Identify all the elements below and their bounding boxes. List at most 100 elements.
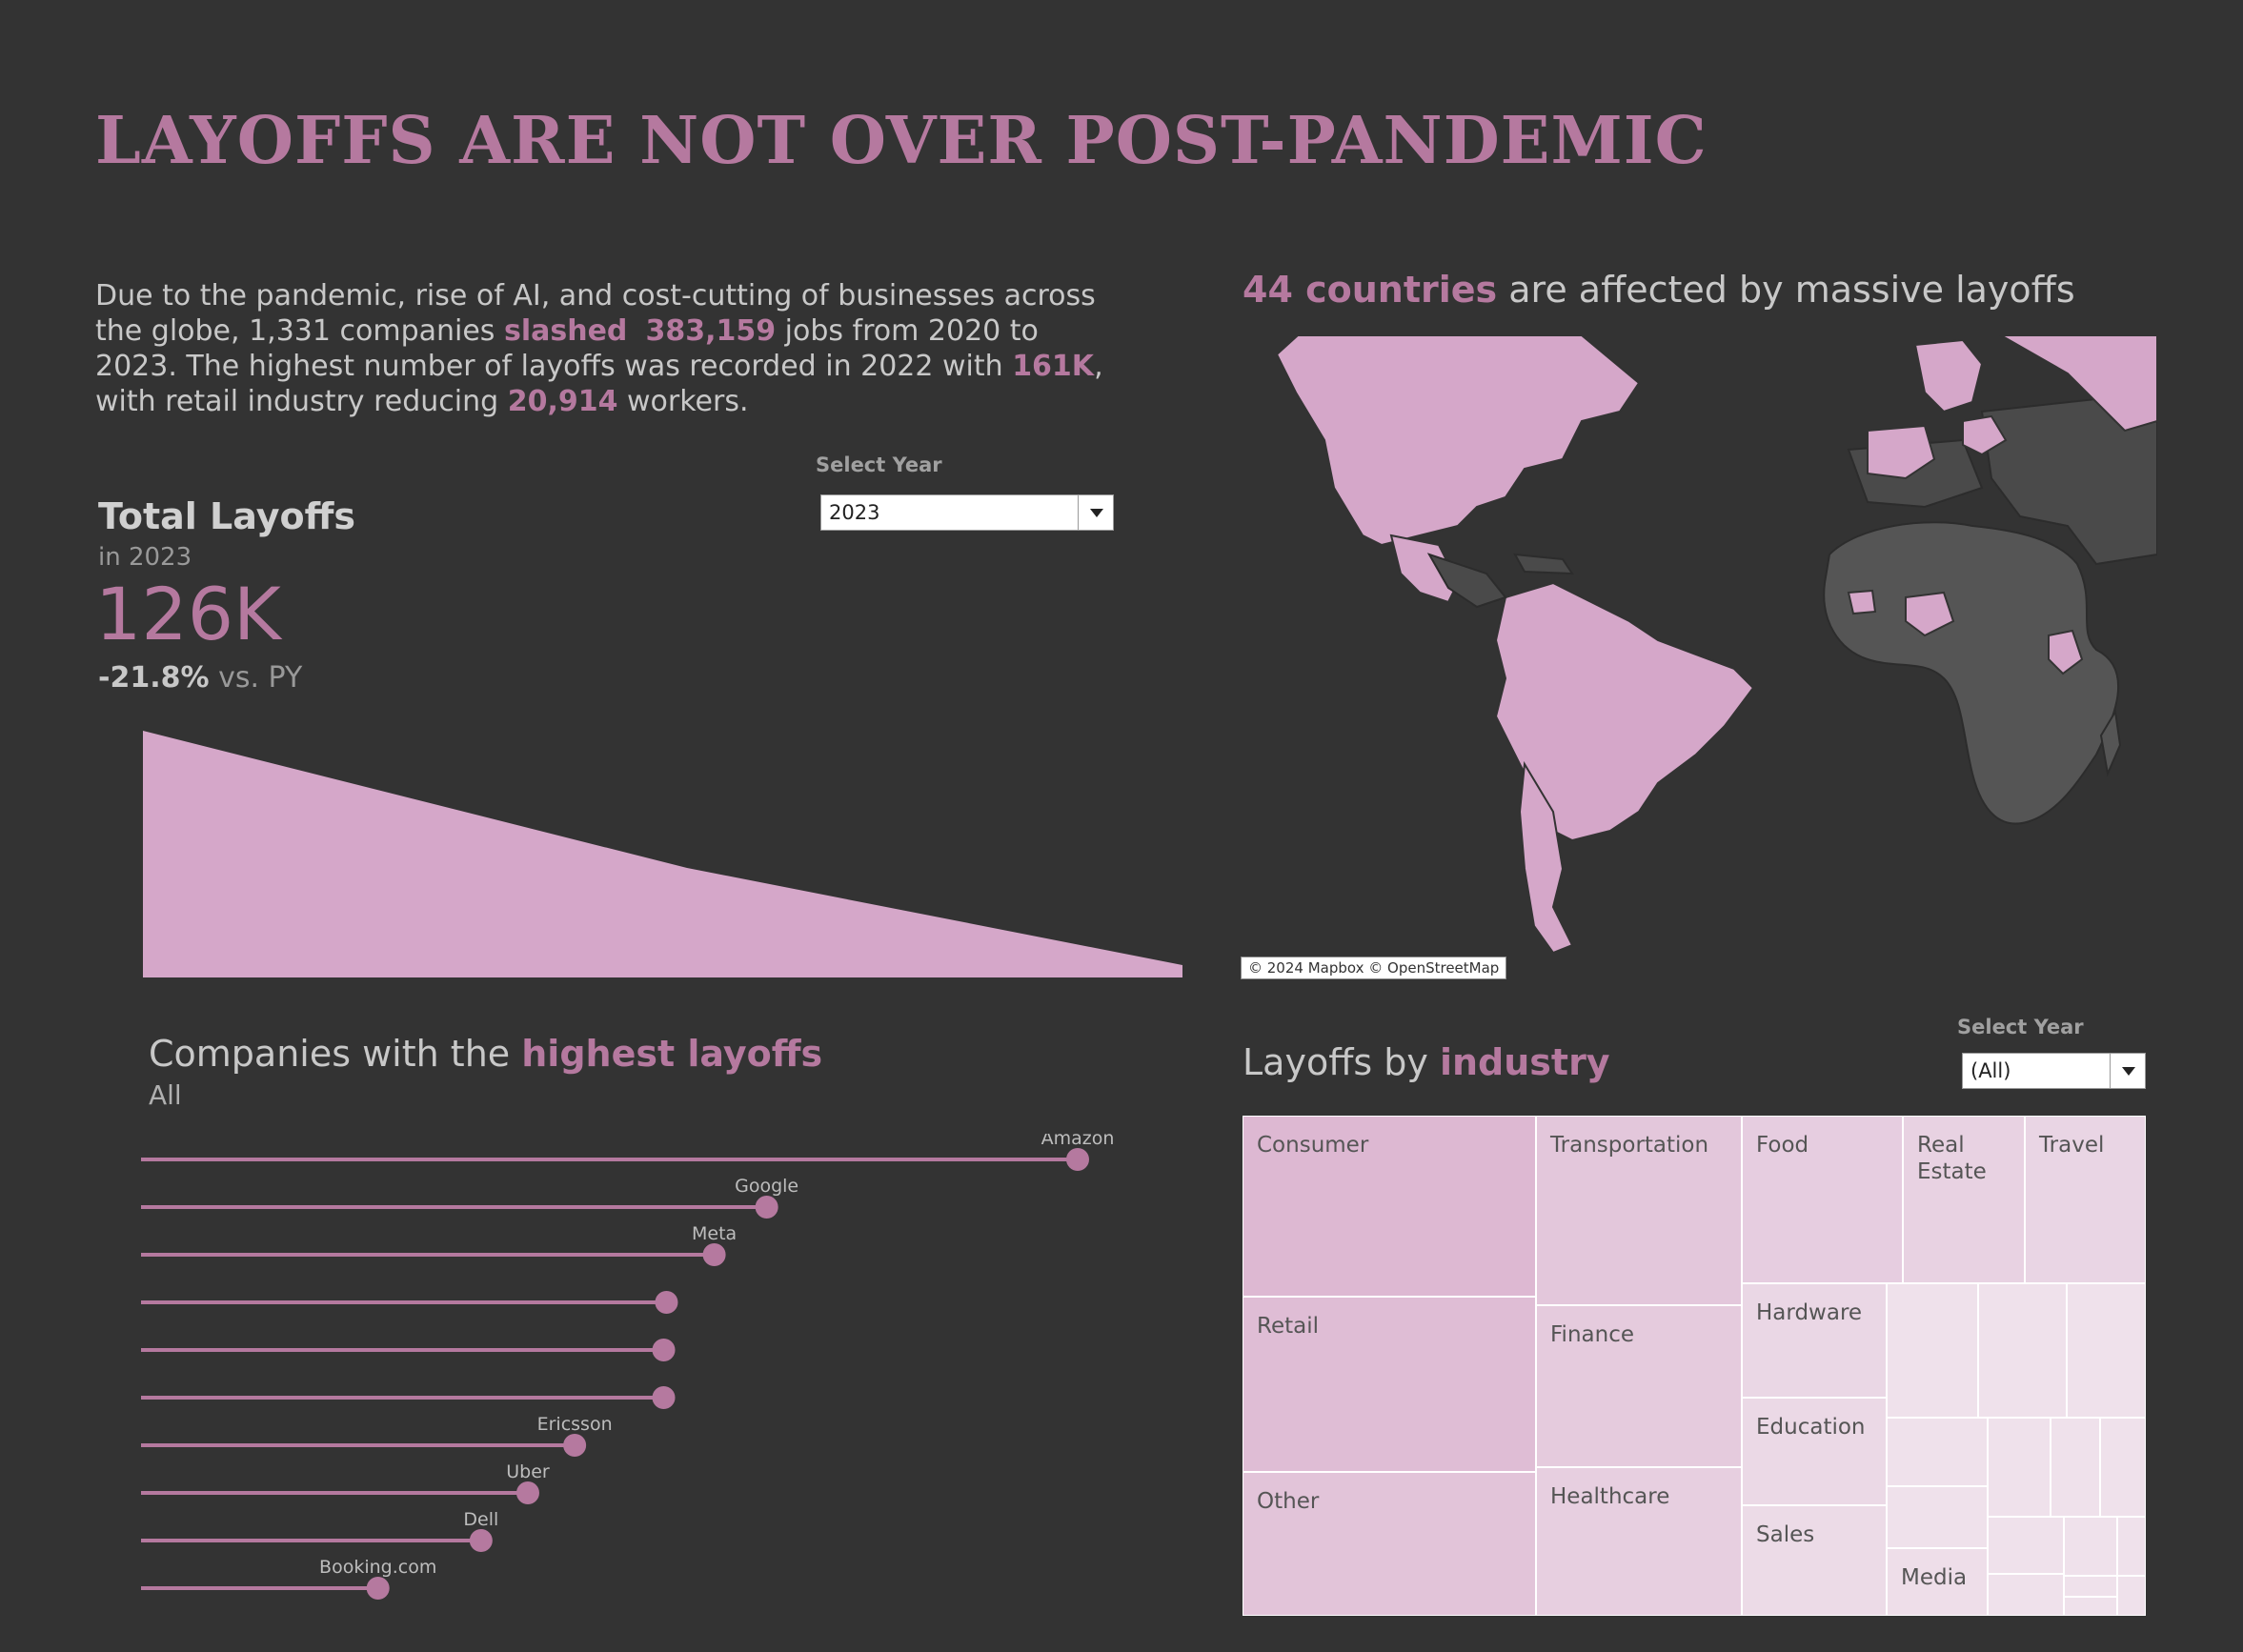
industry-tile-minor[interactable] bbox=[2067, 1283, 2146, 1418]
companies-subtitle: All bbox=[149, 1079, 182, 1111]
chevron-down-icon[interactable] bbox=[2110, 1054, 2145, 1088]
lollipop-dot[interactable] bbox=[1066, 1148, 1089, 1171]
industry-tile-travel[interactable]: Travel bbox=[2025, 1116, 2146, 1283]
central-america-dark bbox=[1426, 553, 1574, 609]
intro-peak-layoffs: 161K bbox=[1012, 350, 1095, 383]
kpi-subtitle: in 2023 bbox=[98, 543, 192, 572]
lollipop-dot[interactable] bbox=[515, 1481, 539, 1504]
industry-tile-minor[interactable] bbox=[1988, 1574, 2064, 1616]
map-title-accent: 44 countries bbox=[1243, 269, 1498, 311]
industry-treemap: Consumer Retail Other Transportation Finance… bbox=[1243, 1116, 2146, 1616]
trend-area bbox=[143, 731, 1182, 977]
year-select-value: 2023 bbox=[829, 501, 880, 524]
industry-tile-label: Finance bbox=[1550, 1322, 1634, 1347]
intro-slashed: slashed bbox=[503, 314, 628, 348]
map-title: 44 countries are affected by massive lay… bbox=[1243, 269, 2075, 311]
industry-tile-finance[interactable]: Finance bbox=[1536, 1305, 1742, 1467]
world-map[interactable] bbox=[1239, 335, 2157, 955]
industry-tile-healthcare[interactable]: Healthcare bbox=[1536, 1467, 1742, 1616]
company-label: Google bbox=[735, 1176, 798, 1197]
company-label: Booking.com bbox=[319, 1557, 436, 1578]
industry-title: Layoffs by industry bbox=[1243, 1041, 1610, 1083]
select-year-label: Select Year bbox=[816, 453, 942, 476]
industry-tile-minor[interactable] bbox=[2117, 1517, 2146, 1576]
company-label: Amazon bbox=[1041, 1134, 1115, 1149]
industry-tile-minor[interactable] bbox=[1978, 1283, 2067, 1418]
highlighted-countries bbox=[1275, 335, 2157, 955]
industry-tile-consumer[interactable]: Consumer bbox=[1243, 1116, 1536, 1297]
industry-title-prefix: Layoffs by bbox=[1243, 1041, 1440, 1083]
industry-tile-label: Transportation bbox=[1550, 1133, 1709, 1158]
industry-year-select[interactable]: (All) bbox=[1962, 1053, 2146, 1089]
companies-title: Companies with the highest layoffs bbox=[149, 1033, 822, 1075]
kpi-value: 126K bbox=[95, 572, 281, 656]
industry-select-year-label: Select Year bbox=[1957, 1016, 2084, 1038]
industry-tile-label: Food bbox=[1756, 1133, 1809, 1158]
trend-area-chart bbox=[143, 731, 1182, 977]
industry-tile-food[interactable]: Food bbox=[1742, 1116, 1903, 1283]
intro-text-3: , with retail industry reducing bbox=[95, 350, 1103, 418]
industry-tile-retail[interactable]: Retail bbox=[1243, 1297, 1536, 1472]
industry-tile-minor[interactable] bbox=[1988, 1517, 2064, 1574]
industry-tile-label: Healthcare bbox=[1550, 1484, 1670, 1509]
industry-tile-minor[interactable] bbox=[2100, 1418, 2146, 1517]
industry-tile-other[interactable]: Other bbox=[1243, 1472, 1536, 1616]
industry-tile-hardware[interactable]: Hardware bbox=[1742, 1283, 1887, 1398]
lollipop-dot[interactable] bbox=[755, 1196, 778, 1219]
industry-tile-media[interactable]: Media bbox=[1887, 1548, 1988, 1616]
page-title: LAYOFFS ARE NOT OVER POST-PANDEMIC bbox=[95, 103, 1708, 179]
company-label: Uber bbox=[506, 1461, 550, 1482]
industry-tile-label: Real Estate bbox=[1917, 1133, 1987, 1184]
chevron-down-icon[interactable] bbox=[1078, 495, 1113, 530]
year-select[interactable]: 2023 bbox=[820, 494, 1114, 531]
industry-tile-label: Retail bbox=[1257, 1314, 1319, 1339]
lollipop-dot[interactable] bbox=[702, 1243, 726, 1266]
company-label: Meta bbox=[692, 1223, 737, 1244]
industry-tile-minor[interactable] bbox=[1988, 1418, 2051, 1517]
intro-text-4: workers. bbox=[617, 385, 749, 418]
industry-tile-label: Sales bbox=[1756, 1522, 1815, 1547]
kpi-change-pct: -21.8% bbox=[98, 661, 210, 695]
kpi-change-suffix: vs. PY bbox=[209, 661, 303, 695]
companies-title-prefix: Companies with the bbox=[149, 1033, 522, 1075]
kpi-title: Total Layoffs bbox=[98, 495, 356, 537]
industry-tile-label: Media bbox=[1901, 1565, 1968, 1590]
industry-tile-minor[interactable] bbox=[2064, 1576, 2117, 1597]
africa bbox=[1823, 521, 2122, 825]
industry-tile-minor[interactable] bbox=[2064, 1517, 2117, 1576]
kpi-change: -21.8% vs. PY bbox=[98, 661, 302, 695]
industry-tile-label: Other bbox=[1257, 1489, 1320, 1514]
industry-tile-sales[interactable]: Sales bbox=[1742, 1505, 1887, 1616]
industry-tile-minor[interactable] bbox=[1887, 1486, 1988, 1548]
industry-tile-education[interactable]: Education bbox=[1742, 1398, 1887, 1505]
industry-title-accent: industry bbox=[1439, 1041, 1610, 1083]
industry-year-select-value: (All) bbox=[1970, 1059, 2011, 1082]
industry-tile-minor[interactable] bbox=[2051, 1418, 2100, 1517]
companies-title-accent: highest layoffs bbox=[521, 1033, 823, 1075]
intro-text-2: jobs from 2020 to 2023. The highest numb… bbox=[95, 314, 1039, 383]
lollipop-dot[interactable] bbox=[366, 1577, 390, 1600]
company-label: Dell bbox=[463, 1509, 498, 1530]
industry-tile-label: Hardware bbox=[1756, 1300, 1863, 1325]
industry-tile-label: Consumer bbox=[1257, 1133, 1369, 1158]
lollipop-dot[interactable] bbox=[563, 1434, 587, 1457]
industry-tile-minor[interactable] bbox=[1887, 1283, 1978, 1418]
industry-tile-label: Travel bbox=[2039, 1133, 2105, 1158]
intro-text-1: Due to the pandemic, rise of AI, and cos… bbox=[95, 279, 1096, 348]
intro-paragraph: Due to the pandemic, rise of AI, and cos… bbox=[95, 278, 1124, 419]
map-title-rest: are affected by massive layoffs bbox=[1497, 269, 2075, 311]
companies-lollipop-chart: Amazon Google Meta Ericsson Uber Dell Booking.… bbox=[141, 1134, 1115, 1600]
industry-tile-transportation[interactable]: Transportation bbox=[1536, 1116, 1742, 1305]
lollipop-dot[interactable] bbox=[652, 1386, 676, 1409]
industry-tile-minor[interactable] bbox=[2064, 1597, 2117, 1616]
lollipop-dot[interactable] bbox=[655, 1291, 678, 1314]
industry-tile-label: Education bbox=[1756, 1415, 1866, 1440]
intro-jobs-total: 383,159 bbox=[645, 314, 777, 348]
map-attribution[interactable]: © 2024 Mapbox © OpenStreetMap bbox=[1241, 957, 1507, 979]
lollipop-dot[interactable] bbox=[469, 1529, 493, 1552]
lollipop-dot[interactable] bbox=[652, 1339, 676, 1361]
company-label: Ericsson bbox=[537, 1414, 613, 1435]
industry-tile-minor[interactable] bbox=[2117, 1576, 2146, 1616]
industry-tile-minor[interactable] bbox=[1887, 1418, 1988, 1486]
industry-tile-real-estate[interactable]: Real Estate bbox=[1903, 1116, 2025, 1283]
